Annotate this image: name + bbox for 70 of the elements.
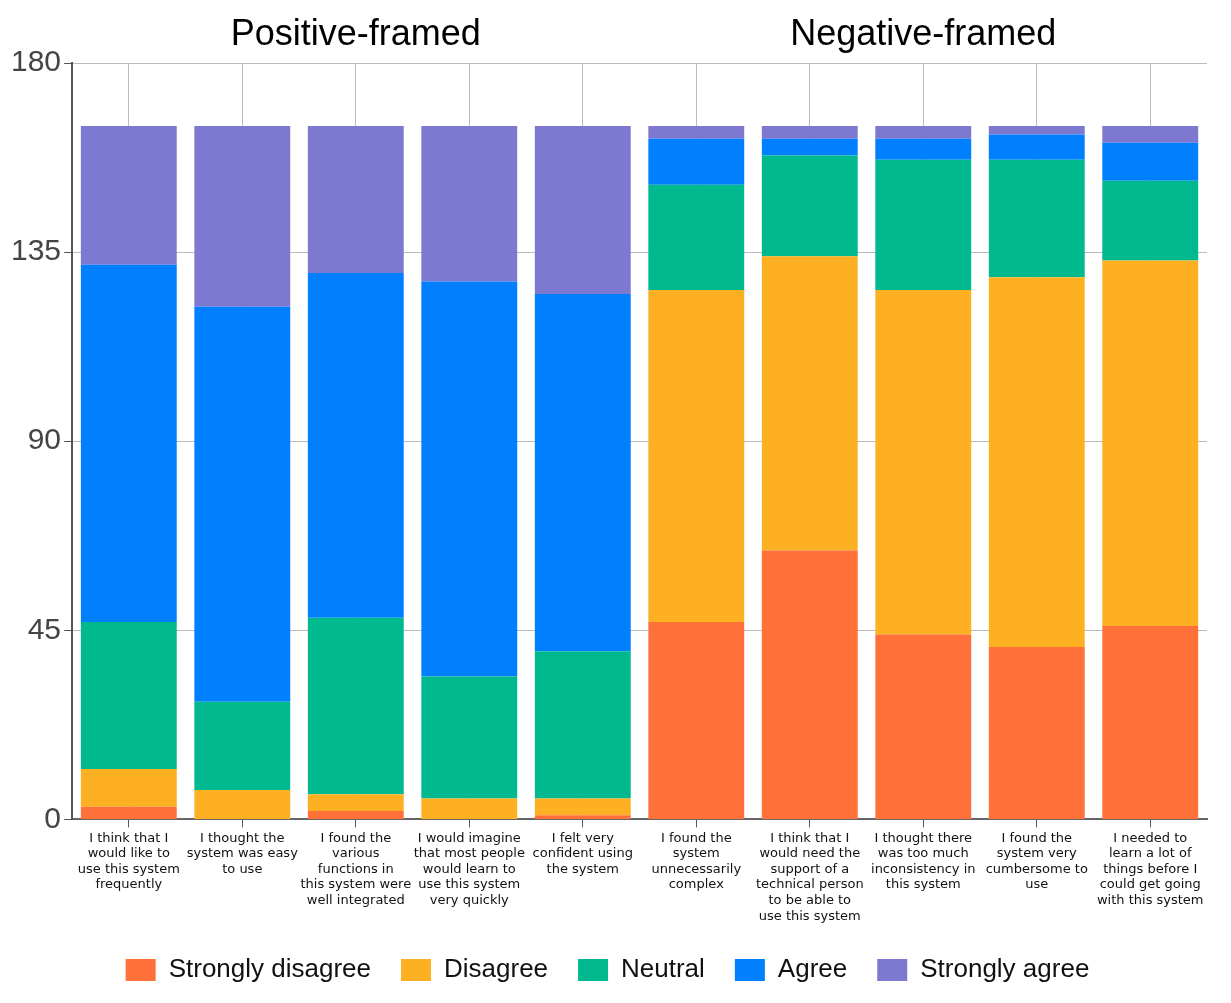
y-tick-label: 45 (27, 611, 62, 645)
legend-label: Neutral (621, 953, 705, 984)
text: Negative-framed (790, 11, 1057, 53)
legend-label: Strongly agree (920, 953, 1090, 984)
y-tick-label: 135 (10, 233, 62, 267)
bar (988, 647, 1085, 819)
x-tick-label: I found the system unnecessarily complex (651, 829, 742, 892)
bar (1102, 626, 1199, 819)
bar (761, 256, 858, 551)
bar (1102, 126, 1199, 143)
bar (988, 277, 1085, 648)
bar (534, 294, 631, 652)
bar (194, 126, 291, 307)
bar (761, 138, 858, 156)
legend-label: Disagree (444, 953, 549, 984)
bar (648, 126, 745, 139)
bar (421, 798, 518, 819)
bar (648, 138, 745, 185)
bar (648, 184, 745, 290)
bar (875, 138, 972, 160)
bar (1102, 260, 1199, 627)
bar (534, 815, 631, 819)
bar (648, 289, 745, 622)
bar (875, 126, 972, 139)
bar (307, 794, 404, 811)
bar (761, 126, 858, 139)
x-tick-label: I needed to learn a lot of things before I could get going with this system (1096, 829, 1204, 907)
bar (648, 621, 745, 819)
legend-label: Strongly disagree (168, 953, 371, 984)
bar (534, 126, 631, 295)
x-tick-label: I thought there was too much inconsistency in this system (871, 829, 976, 892)
bar (1102, 142, 1199, 181)
bar (1102, 180, 1199, 261)
bar (194, 701, 291, 790)
bar (80, 264, 177, 622)
bar (80, 126, 177, 265)
bar (194, 789, 291, 819)
bar (988, 134, 1085, 160)
bar (875, 159, 972, 290)
y-tick-label: 0 (44, 800, 62, 834)
text: Positive-framed (230, 11, 481, 53)
bar (307, 126, 404, 274)
bar (307, 811, 404, 819)
bar (194, 306, 291, 702)
bar (421, 281, 518, 677)
bar (307, 273, 404, 618)
bar (80, 768, 177, 807)
bar (761, 550, 858, 819)
x-tick-label: I found the various functions in this system were well integrated (300, 829, 412, 907)
legend-label: Agree (777, 953, 848, 984)
x-tick-label: I felt very confident using the system (532, 829, 633, 876)
bar (534, 798, 631, 816)
bar (80, 621, 177, 769)
bar (761, 155, 858, 257)
bar (421, 676, 518, 799)
x-tick-label: I found the system very cumbersome to use (985, 829, 1088, 892)
bar (307, 617, 404, 795)
bar (534, 651, 631, 799)
y-tick-label: 180 (10, 44, 62, 78)
bar (988, 126, 1085, 135)
y-tick-label: 90 (27, 422, 62, 456)
bar (80, 806, 177, 819)
bar (875, 289, 972, 635)
x-tick-label: I thought the system was easy to use (186, 829, 299, 876)
bar (421, 126, 518, 282)
x-tick-label: I think that I would need the support of a technical person to be able to use this system (755, 829, 864, 923)
bar (875, 634, 972, 819)
x-tick-label: I think that I would like to use this system frequently (77, 829, 180, 892)
bar (988, 159, 1085, 278)
x-tick-label: I would imagine that most people would learn to use this system very quickly (413, 829, 525, 907)
